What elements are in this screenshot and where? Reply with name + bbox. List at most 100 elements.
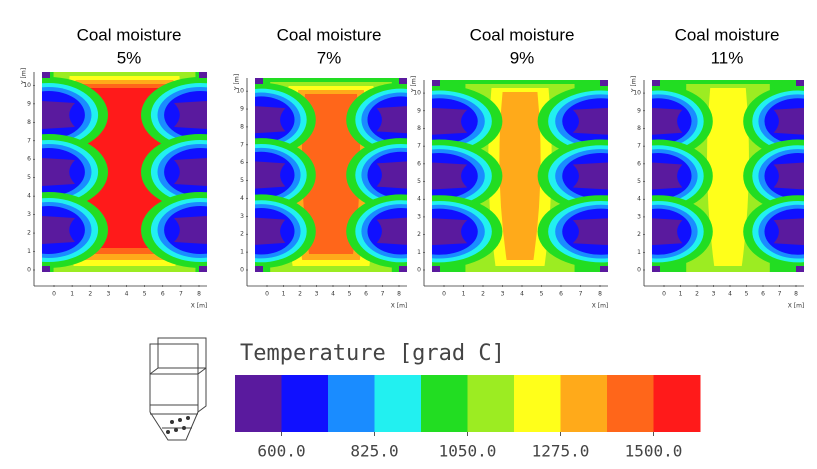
legend-title: Temperature [grad C]: [240, 341, 505, 366]
legend-label: 1050.0: [439, 442, 497, 461]
legend-swatch: [328, 375, 375, 432]
burner: [376, 217, 407, 245]
y-tick-label: 8: [240, 123, 244, 130]
x-tick-label: 0: [52, 291, 56, 298]
legend-swatch: [560, 375, 608, 432]
y-tick-label: 0: [637, 267, 641, 274]
y-tick-label: 1: [637, 249, 641, 256]
corner: [42, 266, 50, 272]
y-tick-label: 3: [637, 213, 641, 220]
panel-subtitle: 5%: [117, 48, 142, 67]
y-tick-label: 4: [27, 193, 31, 200]
y-tick-label: 6: [240, 159, 244, 166]
y-tick-label: 10: [236, 88, 244, 95]
y-tick-label: 8: [637, 125, 641, 132]
y-tick-label: 2: [637, 231, 641, 238]
contour-core: [499, 92, 541, 260]
x-tick-label: 7: [579, 291, 583, 298]
corner: [652, 80, 660, 86]
contour-core: [301, 94, 361, 254]
burner: [174, 101, 207, 129]
corner: [600, 266, 608, 272]
burner: [376, 161, 407, 189]
y-tick-label: 7: [27, 137, 31, 144]
legend-label: 600.0: [257, 442, 305, 461]
burner: [773, 162, 804, 190]
burner: [773, 218, 804, 246]
burner: [432, 162, 468, 190]
y-tick-label: 1: [417, 249, 421, 256]
burner: [572, 218, 608, 246]
x-tick-label: 8: [197, 291, 201, 298]
burner: [652, 162, 683, 190]
y-tick-label: 2: [417, 231, 421, 238]
corner: [796, 80, 804, 86]
corner: [399, 78, 407, 84]
y-tick-label: 5: [240, 177, 244, 184]
y-axis-label: Y [m]: [21, 68, 28, 85]
y-tick-label: 10: [633, 90, 641, 97]
burner: [432, 107, 468, 135]
x-tick-label: 3: [712, 291, 716, 298]
x-tick-label: 4: [520, 291, 524, 298]
y-tick-label: 0: [27, 267, 31, 274]
x-axis-label: X [m]: [191, 303, 208, 310]
y-tick-label: 7: [637, 143, 641, 150]
burner: [572, 162, 608, 190]
corner: [399, 266, 407, 272]
x-tick-label: 0: [662, 291, 666, 298]
panel-title: Coal moisture: [77, 25, 182, 44]
panel-subtitle: 9%: [510, 48, 535, 67]
y-axis-label: Y [m]: [411, 76, 418, 93]
y-tick-label: 4: [417, 196, 421, 203]
y-tick-label: 8: [417, 125, 421, 132]
x-tick-label: 7: [778, 291, 782, 298]
legend-swatch: [467, 375, 515, 432]
y-tick-label: 6: [637, 160, 641, 167]
x-tick-label: 1: [282, 291, 286, 298]
x-tick-label: 3: [501, 291, 505, 298]
legend-label: 825.0: [350, 442, 398, 461]
x-tick-label: 2: [695, 291, 699, 298]
panel-subtitle: 11%: [711, 48, 744, 67]
x-tick-label: 5: [143, 291, 147, 298]
x-tick-label: 5: [540, 291, 544, 298]
burner: [255, 106, 286, 134]
x-tick-label: 8: [598, 291, 602, 298]
y-tick-label: 1: [240, 249, 244, 256]
corner: [796, 266, 804, 272]
x-tick-label: 0: [442, 291, 446, 298]
burner: [42, 216, 75, 244]
corner: [199, 266, 207, 272]
panel-title: Coal moisture: [470, 25, 575, 44]
y-tick-label: 4: [637, 196, 641, 203]
y-tick-label: 1: [27, 248, 31, 255]
burner: [652, 107, 683, 135]
y-tick-label: 5: [27, 174, 31, 181]
legend-label: 1275.0: [532, 442, 590, 461]
y-tick-label: 8: [27, 119, 31, 126]
x-tick-label: 7: [179, 291, 183, 298]
boiler-icon: [149, 337, 207, 441]
x-tick-label: 2: [298, 291, 302, 298]
y-axis-label: Y [m]: [234, 74, 241, 91]
y-tick-label: 6: [417, 160, 421, 167]
panel-title: Coal moisture: [277, 25, 382, 44]
y-tick-label: 9: [240, 106, 244, 113]
x-tick-label: 4: [125, 291, 129, 298]
legend-swatch: [374, 375, 422, 432]
burner: [255, 161, 286, 189]
y-tick-label: 5: [637, 178, 641, 185]
y-tick-label: 3: [240, 213, 244, 220]
legend-swatch: [281, 375, 329, 432]
panel-subtitle: 7%: [317, 48, 342, 67]
y-tick-label: 0: [417, 267, 421, 274]
y-tick-label: 4: [240, 195, 244, 202]
x-tick-label: 5: [348, 291, 352, 298]
y-tick-label: 7: [417, 143, 421, 150]
x-tick-label: 0: [265, 291, 269, 298]
x-axis-label: X [m]: [592, 303, 609, 310]
burner: [42, 158, 75, 186]
y-tick-label: 9: [27, 100, 31, 107]
